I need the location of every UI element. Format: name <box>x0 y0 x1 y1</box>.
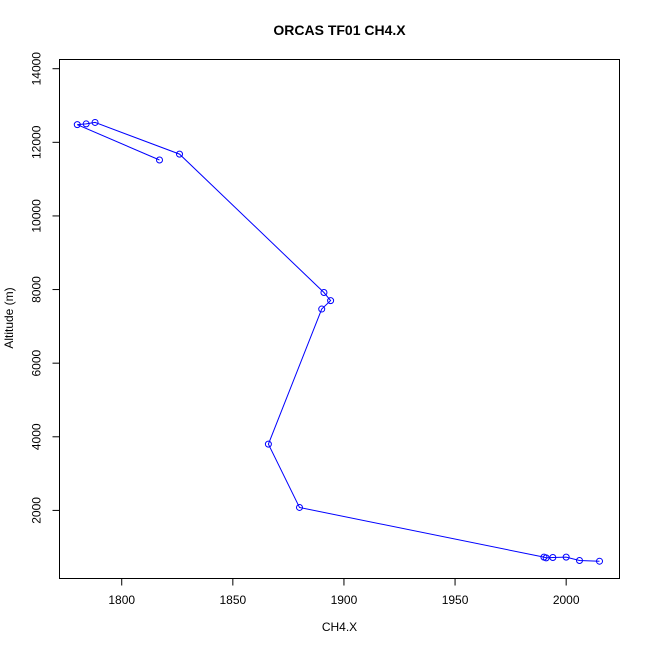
data-point <box>176 150 183 158</box>
y-tick-label: 10000 <box>30 199 44 233</box>
series-layer <box>73 118 603 565</box>
data-point <box>264 440 272 448</box>
y-tick-label: 6000 <box>30 350 44 377</box>
x-tick-label: 1800 <box>108 593 135 607</box>
data-point <box>82 120 90 128</box>
data-point <box>156 156 163 164</box>
chart-title: ORCAS TF01 CH4.X <box>273 22 406 38</box>
y-tick-label: 14000 <box>30 52 44 86</box>
x-axis-label: CH4.X <box>322 620 357 634</box>
y-tick-label: 8000 <box>30 276 44 303</box>
data-point <box>320 288 328 296</box>
data-point <box>562 553 570 561</box>
x-tick-label: 1900 <box>331 593 358 607</box>
x-tick-label: 1950 <box>442 593 469 607</box>
y-axis-label: Altitude (m) <box>2 287 16 348</box>
x-tick-label: 1850 <box>219 593 246 607</box>
plot-area-frame <box>59 59 620 579</box>
data-point <box>327 297 335 305</box>
series-line <box>77 121 600 562</box>
data-point <box>576 556 583 564</box>
data-point <box>549 554 557 562</box>
y-tick-label: 2000 <box>30 497 44 524</box>
data-point <box>91 118 99 126</box>
data-point <box>73 121 81 129</box>
y-axis: 2000 4000 6000 8000 10000 12000 14000 <box>30 52 60 524</box>
data-point <box>540 553 548 561</box>
data-point <box>296 503 303 511</box>
data-point <box>596 557 603 565</box>
x-tick-label: 2000 <box>553 593 580 607</box>
y-tick-label: 12000 <box>30 125 44 159</box>
x-axis: 1800 1850 1900 1950 2000 <box>108 578 580 607</box>
data-point <box>318 305 326 313</box>
y-tick-label: 4000 <box>30 423 44 450</box>
